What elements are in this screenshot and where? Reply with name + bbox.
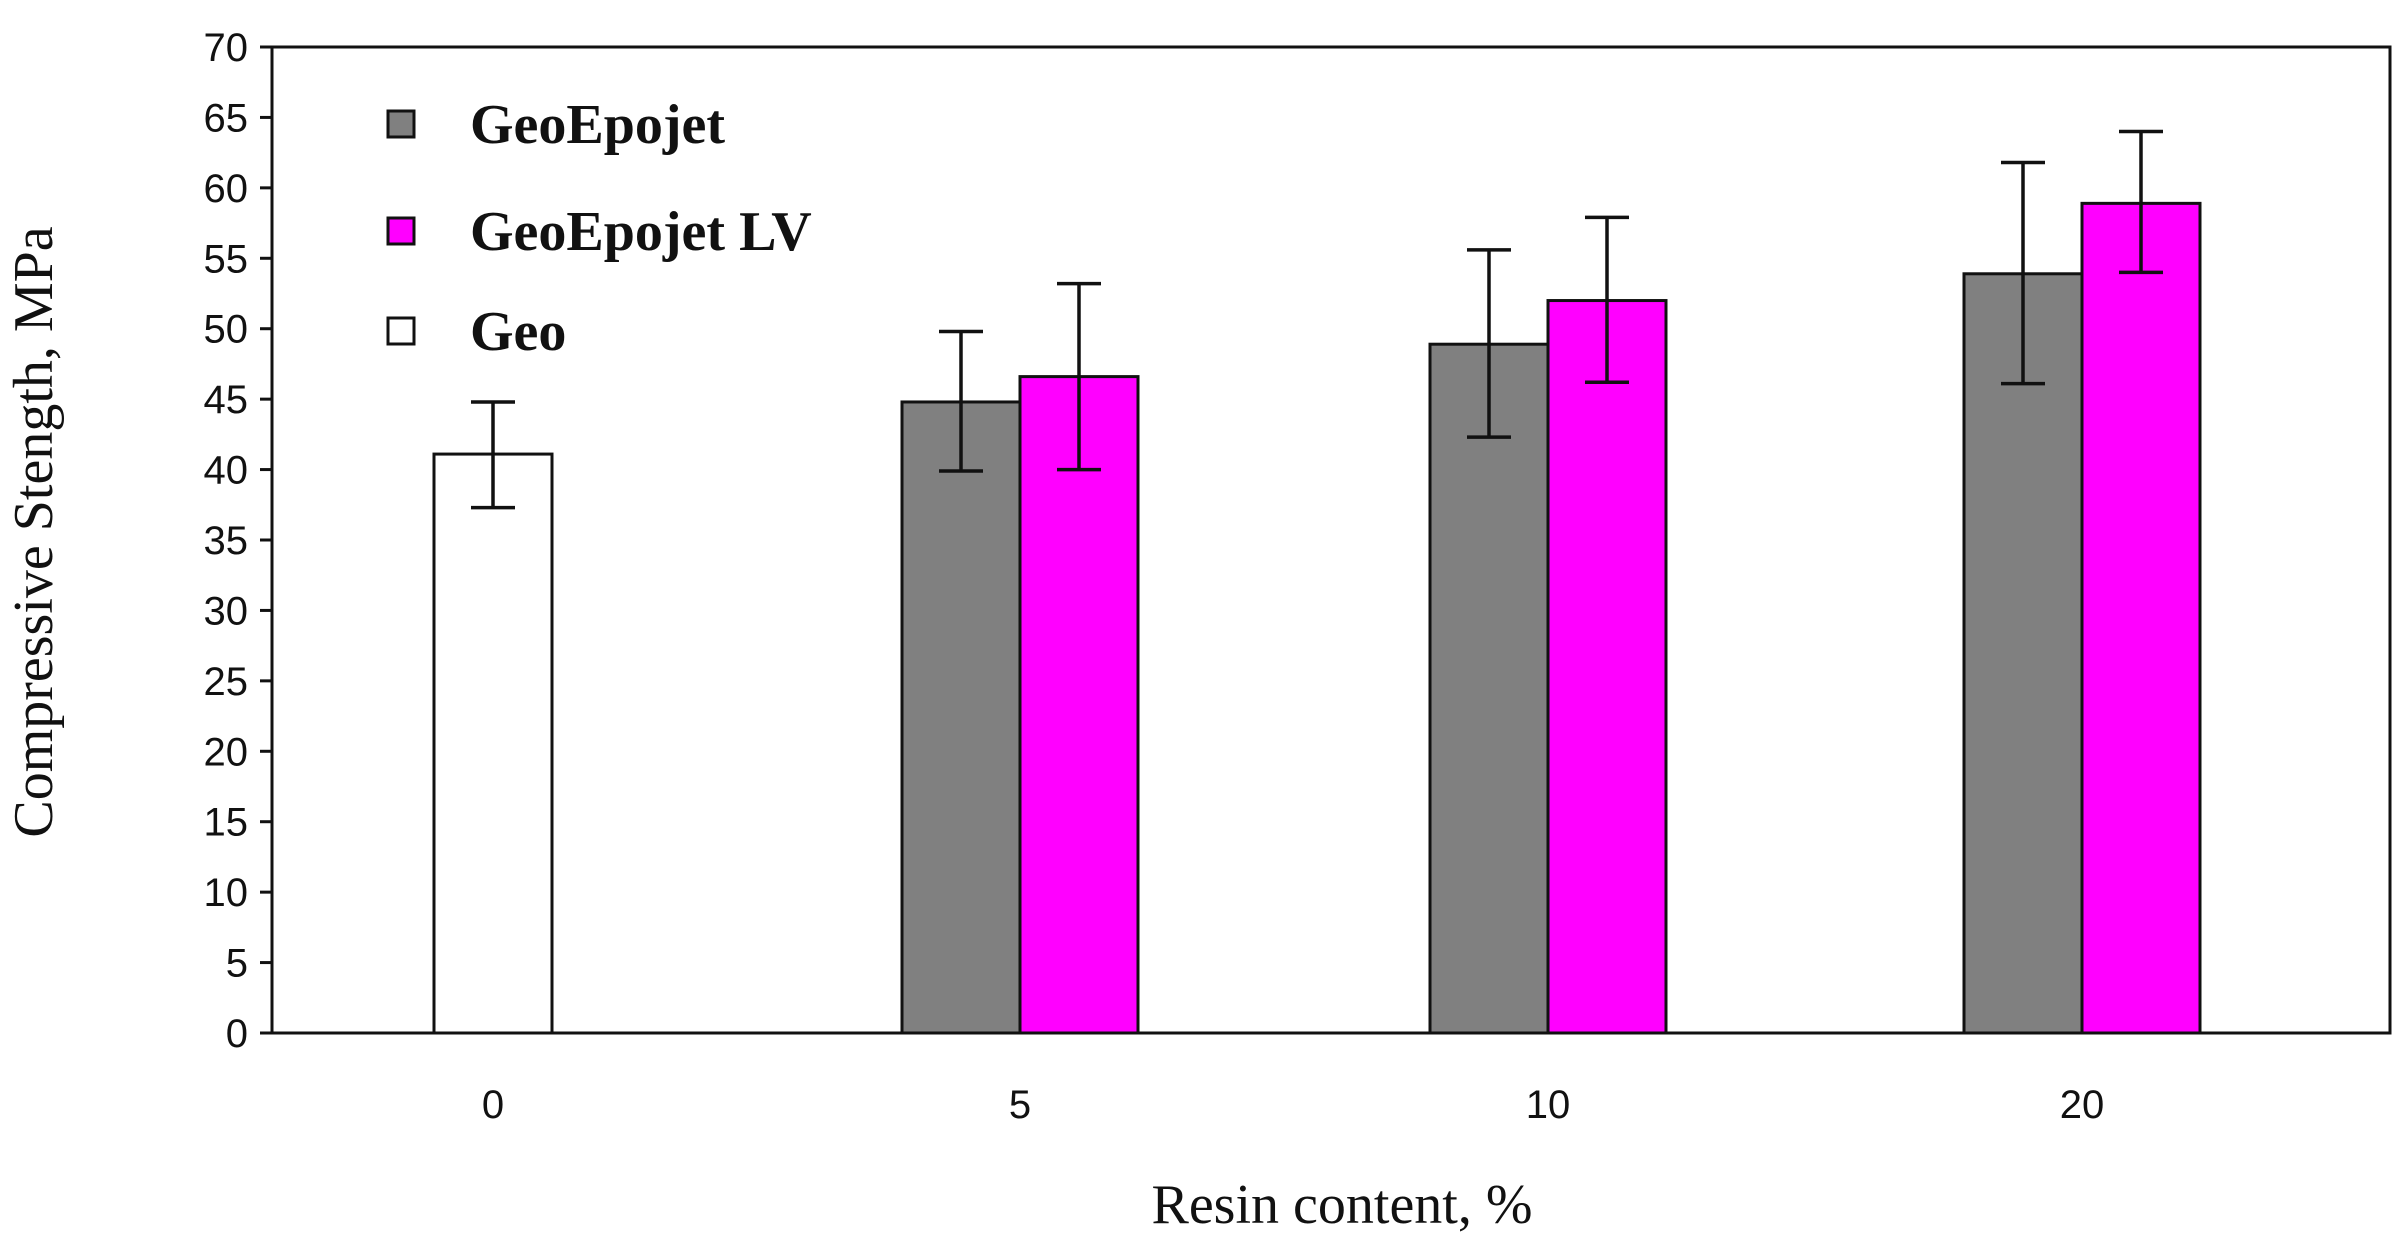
legend-label-geoepojet-lv: GeoEpojet LV	[470, 201, 812, 263]
bar-geoepojet-lv	[1018, 375, 1140, 1035]
y-tick-label: 60	[204, 167, 249, 211]
y-axis: 0 5 10 15 20 25 30 35 40 45 50 55 60 65 70	[204, 26, 272, 1056]
legend: GeoEpojet GeoEpojet LV Geo	[386, 94, 812, 363]
bar-geoepojet-lv	[1546, 299, 1668, 1035]
y-tick-label: 5	[226, 942, 248, 986]
y-tick-label: 15	[204, 801, 249, 845]
y-tick-label: 0	[226, 1012, 248, 1056]
legend-swatch-geoepojet-lv	[386, 216, 416, 246]
y-tick-label: 50	[204, 308, 249, 352]
legend-label-geoepojet: GeoEpojet	[470, 94, 725, 156]
y-tick-label: 30	[204, 589, 249, 633]
x-tick-label: 0	[482, 1083, 504, 1127]
y-tick-label: 35	[204, 519, 249, 563]
y-tick-label: 65	[204, 96, 249, 140]
x-axis-title: Resin content, %	[1151, 1174, 1532, 1236]
bar-geoepojet	[1962, 272, 2084, 1035]
bar-geo	[432, 452, 554, 1035]
y-tick-label: 55	[204, 237, 249, 281]
x-tick-label: 5	[1009, 1083, 1031, 1127]
y-tick-label: 25	[204, 660, 249, 704]
legend-swatch-geo	[386, 316, 416, 346]
y-tick-label: 40	[204, 449, 249, 493]
y-tick-label: 20	[204, 730, 249, 774]
legend-label-geo: Geo	[470, 301, 566, 363]
y-axis-title: Compressive Stength, MPa	[3, 226, 65, 837]
error-bars-layer	[471, 129, 2163, 510]
x-tick-label: 10	[1526, 1083, 1571, 1127]
bar-geoepojet-lv	[2080, 201, 2202, 1035]
bar-geoepojet	[1428, 342, 1550, 1035]
x-tick-label: 20	[2060, 1083, 2105, 1127]
bars-layer	[432, 201, 2202, 1035]
y-tick-label: 45	[204, 378, 249, 422]
bar-geoepojet	[900, 400, 1022, 1035]
legend-swatch-geoepojet	[386, 109, 416, 139]
y-tick-label: 10	[204, 871, 249, 915]
y-tick-label: 70	[204, 26, 249, 70]
x-axis: 0 5 10 20	[482, 1083, 2104, 1127]
